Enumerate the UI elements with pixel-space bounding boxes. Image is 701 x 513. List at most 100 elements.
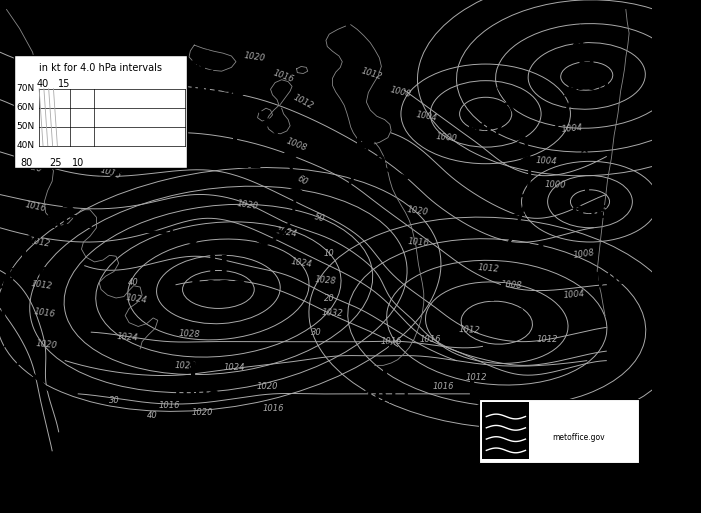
Wedge shape bbox=[375, 163, 386, 173]
Text: 1010: 1010 bbox=[2, 266, 53, 284]
Text: L: L bbox=[130, 115, 144, 135]
Wedge shape bbox=[192, 59, 206, 65]
Text: 1020: 1020 bbox=[36, 339, 58, 350]
Polygon shape bbox=[193, 237, 196, 246]
Text: 1009: 1009 bbox=[564, 76, 610, 94]
Text: 1012: 1012 bbox=[478, 263, 500, 273]
Text: 1024: 1024 bbox=[175, 361, 197, 370]
Text: L: L bbox=[479, 98, 493, 119]
Polygon shape bbox=[4, 341, 14, 347]
FancyBboxPatch shape bbox=[482, 402, 529, 459]
Text: 1008: 1008 bbox=[501, 280, 523, 290]
Text: 50N: 50N bbox=[16, 122, 34, 131]
Polygon shape bbox=[518, 194, 531, 197]
Polygon shape bbox=[0, 305, 6, 308]
Text: 50: 50 bbox=[313, 212, 326, 224]
Text: 40: 40 bbox=[128, 278, 139, 287]
Polygon shape bbox=[569, 76, 582, 79]
Wedge shape bbox=[215, 78, 227, 88]
Text: 1012: 1012 bbox=[112, 137, 162, 155]
Polygon shape bbox=[136, 151, 148, 155]
Text: 1016: 1016 bbox=[158, 401, 180, 410]
Polygon shape bbox=[573, 42, 585, 45]
Polygon shape bbox=[502, 102, 512, 108]
Text: 1016: 1016 bbox=[381, 337, 402, 346]
Text: metoffice.gov: metoffice.gov bbox=[552, 432, 604, 442]
Text: 1016: 1016 bbox=[100, 166, 123, 181]
Polygon shape bbox=[29, 234, 41, 238]
Text: 1033: 1033 bbox=[189, 280, 247, 300]
Text: 20: 20 bbox=[324, 294, 334, 304]
Text: 1016: 1016 bbox=[109, 130, 132, 146]
Text: 1004: 1004 bbox=[496, 242, 547, 260]
Text: 1016: 1016 bbox=[272, 68, 295, 84]
Text: 1010: 1010 bbox=[336, 154, 387, 172]
Polygon shape bbox=[521, 176, 533, 179]
Text: L: L bbox=[20, 243, 34, 263]
Polygon shape bbox=[183, 98, 194, 102]
Text: 1024: 1024 bbox=[224, 363, 245, 372]
Text: H: H bbox=[486, 282, 508, 306]
Wedge shape bbox=[285, 170, 301, 177]
Polygon shape bbox=[238, 245, 243, 253]
Text: 1008: 1008 bbox=[285, 136, 308, 153]
Text: 1020: 1020 bbox=[191, 408, 213, 418]
Polygon shape bbox=[556, 111, 569, 113]
Text: 1008: 1008 bbox=[170, 384, 221, 402]
Text: 70N: 70N bbox=[16, 84, 34, 93]
Polygon shape bbox=[141, 33, 148, 41]
Polygon shape bbox=[564, 94, 577, 96]
Polygon shape bbox=[171, 228, 173, 238]
Text: 40: 40 bbox=[36, 79, 48, 89]
Text: 1028: 1028 bbox=[178, 329, 200, 340]
Text: L: L bbox=[198, 54, 213, 78]
Text: 1028: 1028 bbox=[315, 274, 337, 285]
Text: H: H bbox=[578, 54, 595, 73]
Text: 1016: 1016 bbox=[33, 307, 55, 319]
Polygon shape bbox=[512, 213, 525, 215]
Text: 1012: 1012 bbox=[213, 154, 263, 172]
Text: 1012: 1012 bbox=[360, 66, 383, 81]
Text: 10: 10 bbox=[324, 249, 334, 259]
Text: 1024: 1024 bbox=[116, 332, 138, 342]
Text: 1020: 1020 bbox=[117, 89, 140, 106]
Text: 1032: 1032 bbox=[322, 308, 343, 318]
Text: 1016: 1016 bbox=[468, 308, 526, 328]
Wedge shape bbox=[280, 153, 296, 160]
Text: 1003: 1003 bbox=[583, 270, 629, 288]
Text: L: L bbox=[600, 249, 613, 268]
Text: 1016: 1016 bbox=[263, 404, 285, 412]
Polygon shape bbox=[81, 191, 93, 195]
Text: 60N: 60N bbox=[16, 103, 34, 112]
FancyBboxPatch shape bbox=[14, 54, 187, 168]
Text: L: L bbox=[231, 132, 245, 152]
Text: 1012: 1012 bbox=[28, 235, 50, 248]
Polygon shape bbox=[183, 108, 196, 110]
Text: 1012: 1012 bbox=[537, 335, 559, 344]
Wedge shape bbox=[233, 90, 246, 100]
Text: 1012: 1012 bbox=[465, 373, 486, 382]
Text: 1024: 1024 bbox=[125, 293, 148, 305]
Text: L: L bbox=[468, 381, 482, 401]
Text: 25: 25 bbox=[49, 158, 62, 168]
Text: L: L bbox=[355, 132, 369, 152]
Text: 1004: 1004 bbox=[416, 110, 438, 123]
Text: 40N: 40N bbox=[16, 141, 34, 150]
Wedge shape bbox=[342, 188, 356, 194]
Text: 30: 30 bbox=[311, 328, 322, 337]
Text: 1024: 1024 bbox=[275, 226, 298, 239]
Text: 1009: 1009 bbox=[176, 81, 234, 101]
Text: 997: 997 bbox=[467, 121, 505, 139]
Text: 1020: 1020 bbox=[236, 199, 259, 211]
Polygon shape bbox=[190, 90, 203, 92]
Polygon shape bbox=[216, 243, 219, 252]
Text: in kt for 4.0 hPa intervals: in kt for 4.0 hPa intervals bbox=[39, 63, 162, 73]
Wedge shape bbox=[347, 172, 360, 179]
Polygon shape bbox=[62, 205, 74, 209]
Text: L: L bbox=[381, 367, 395, 387]
Polygon shape bbox=[118, 164, 129, 168]
Wedge shape bbox=[273, 135, 288, 143]
Text: 15: 15 bbox=[57, 79, 70, 89]
Polygon shape bbox=[510, 120, 521, 125]
Text: 60: 60 bbox=[296, 174, 309, 187]
